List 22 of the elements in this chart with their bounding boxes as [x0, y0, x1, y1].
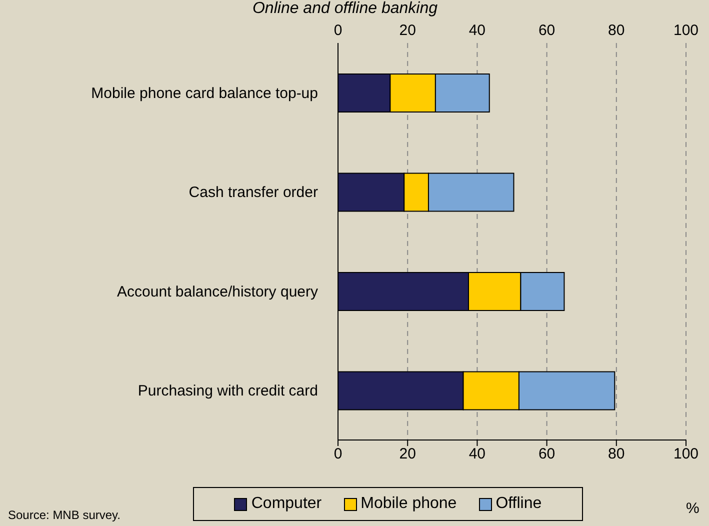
y-tick-label: Purchasing with credit card: [138, 382, 318, 400]
x-tick-label: 40: [468, 446, 486, 463]
x-tick-label: 20: [399, 446, 416, 463]
source-note: Source: MNB survey.: [8, 508, 120, 522]
x-tick-label: 80: [608, 446, 625, 463]
x2-tick-label: 80: [608, 22, 625, 39]
x2-tick-label: 20: [399, 22, 416, 39]
legend-label: Offline: [494, 495, 542, 513]
y-tick-label: Mobile phone card balance top-up: [91, 84, 318, 102]
x2-tick-label: 0: [334, 22, 342, 39]
x-tick-label: 100: [673, 446, 699, 463]
legend-label: Mobile phone: [360, 495, 457, 513]
x2-tick-label: 60: [538, 22, 556, 39]
x-tick-label: 60: [538, 446, 556, 463]
x-axis-title: %: [686, 500, 700, 517]
x2-tick-label: 100: [673, 22, 699, 39]
x2-tick-label: 40: [468, 22, 486, 39]
x-tick-label: 0: [334, 446, 342, 463]
legend-label: Computer: [250, 495, 322, 513]
y-tick-label: Account balance/history query: [117, 283, 318, 300]
chart-title: Online and offline banking: [251, 0, 439, 18]
y-tick-label: Cash transfer order: [188, 184, 318, 202]
